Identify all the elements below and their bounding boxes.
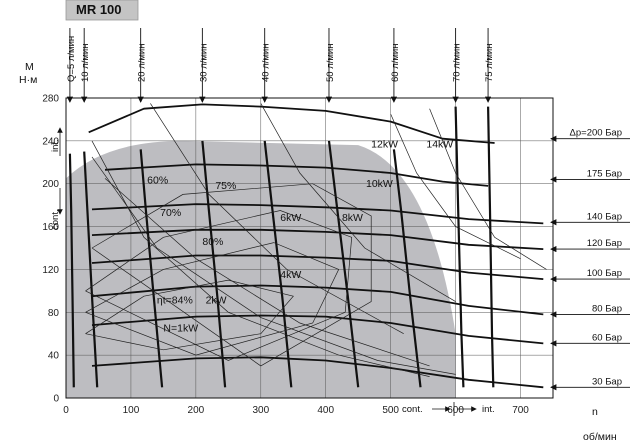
pressure-label-1: 175 Бар — [587, 168, 622, 179]
efficiency-label-0: 60% — [147, 175, 168, 187]
flow-label-0: Q=5 л/мин — [66, 36, 77, 82]
x-axis-unit: об/мин — [583, 431, 617, 443]
pressure-label-6: 60 Бар — [592, 332, 622, 343]
flow-line-30 — [201, 140, 227, 388]
y-axis-unit: Н·м — [19, 74, 37, 86]
power-label-4: 8kW — [342, 212, 363, 224]
efficiency-label-2: 70% — [160, 207, 181, 219]
y-tick-label-4: 160 — [42, 222, 59, 233]
flow-label-3: 30 л/мин — [198, 44, 209, 82]
contour-9 — [85, 210, 353, 361]
flow-label-2: 20 л/мин — [137, 44, 148, 82]
contour-10 — [91, 183, 372, 367]
pressure-label-4: 100 Бар — [587, 268, 622, 279]
power-label-6: 2kW — [206, 295, 227, 307]
pressure-label-0: Δp=200 Бар — [570, 128, 622, 139]
y-tick-label-3: 120 — [42, 265, 59, 276]
efficiency-label-1: 75% — [215, 180, 236, 192]
flow-line-5 — [68, 153, 75, 388]
pressure-label-3: 120 Бар — [587, 238, 622, 249]
flow-line-50 — [327, 140, 360, 388]
zone-label-int-x: int. — [482, 404, 495, 415]
contour-1 — [91, 156, 456, 375]
x-tick-label-0: 0 — [63, 405, 69, 416]
efficiency-label-3: 80% — [202, 236, 223, 248]
pressure-line-200 — [88, 103, 495, 144]
efficiency-contours — [85, 103, 547, 377]
power-label-1: 14kW — [426, 138, 453, 150]
y-tick-label-0: 0 — [53, 394, 59, 405]
power-label-2: 10kW — [366, 178, 393, 190]
pressure-label-2: 140 Бар — [587, 211, 622, 222]
pressure-line-175 — [104, 163, 489, 187]
pressure-line-140 — [91, 203, 544, 225]
power-label-7: N=1kW — [163, 323, 198, 335]
y-tick-label-1: 40 — [48, 351, 60, 362]
pressure-label-5: 80 Бар — [592, 303, 622, 314]
flow-line-10 — [83, 151, 99, 388]
zone-label-cont-y: cont. — [50, 209, 61, 230]
annotations: 60% 75% 70% 80% ηt=84% 12kW 14kW 10kW 6kW 8kW 4kW 2… — [147, 138, 453, 334]
flow-lines — [68, 106, 495, 388]
x-tick-label-1: 100 — [123, 405, 140, 416]
pressure-label-7: 30 Бар — [592, 376, 622, 387]
efficiency-label-4: ηt=84% — [157, 295, 193, 307]
contour-2 — [104, 178, 430, 367]
contour-3 — [150, 103, 404, 335]
flow-line-70 — [454, 106, 465, 388]
flow-label-4: 40 л/мин — [261, 44, 272, 82]
pressure-line-60 — [91, 314, 544, 345]
power-label-5: 4kW — [280, 269, 301, 281]
y-axis-label: M — [25, 61, 34, 73]
flow-label-5: 50 л/мин — [325, 44, 336, 82]
pressure-line-100 — [91, 254, 544, 280]
pressure-labels: Δp=200 Бар 175 Бар 140 Бар 120 Бар 100 Бар 80… — [550, 128, 630, 391]
flow-labels: Q=5 л/мин 10 л/мин 20 л/мин 30 л/мин 40 л/ми… — [66, 28, 495, 103]
x-axis-label: n — [592, 406, 598, 418]
contour-8 — [85, 242, 340, 356]
title-box — [65, 0, 139, 21]
y-tick-label-2: 80 — [48, 308, 60, 319]
contour-6 — [429, 108, 547, 270]
flow-label-1: 10 л/мин — [80, 44, 91, 82]
x-tick-label-4: 400 — [317, 405, 334, 416]
flow-line-75 — [487, 106, 495, 388]
axis-ticks: 0 40 80 120 160 200 240 280 0 100 200 300 400 500 600 7… — [42, 94, 529, 417]
power-label-3: 6kW — [280, 212, 301, 224]
y-tick-label-5: 200 — [42, 179, 59, 190]
contour-7 — [85, 279, 294, 351]
flow-line-20 — [139, 149, 164, 388]
contour-5 — [390, 113, 521, 260]
flow-label-8: 75 л/мин — [484, 44, 495, 82]
x-tick-label-6: 600 — [447, 405, 464, 416]
flow-label-7: 70 л/мин — [452, 44, 463, 82]
zone-label-cont-x: cont. — [402, 404, 423, 415]
flow-line-40 — [263, 140, 293, 388]
x-tick-label-3: 300 — [252, 405, 269, 416]
y-tick-label-7: 280 — [42, 94, 59, 105]
flow-line-60 — [392, 149, 422, 388]
chart-title: MR 100 — [76, 2, 122, 17]
pressure-line-30 — [91, 356, 544, 389]
x-tick-label-2: 200 — [188, 405, 205, 416]
y-tick-label-6: 240 — [42, 136, 59, 147]
flow-label-6: 60 л/мин — [390, 44, 401, 82]
x-tick-label-7: 700 — [512, 405, 529, 416]
power-label-0: 12kW — [371, 138, 398, 150]
contour-4 — [260, 103, 456, 302]
zone-label-int-y: int. — [50, 139, 61, 152]
x-tick-label-5: 500 — [382, 405, 399, 416]
